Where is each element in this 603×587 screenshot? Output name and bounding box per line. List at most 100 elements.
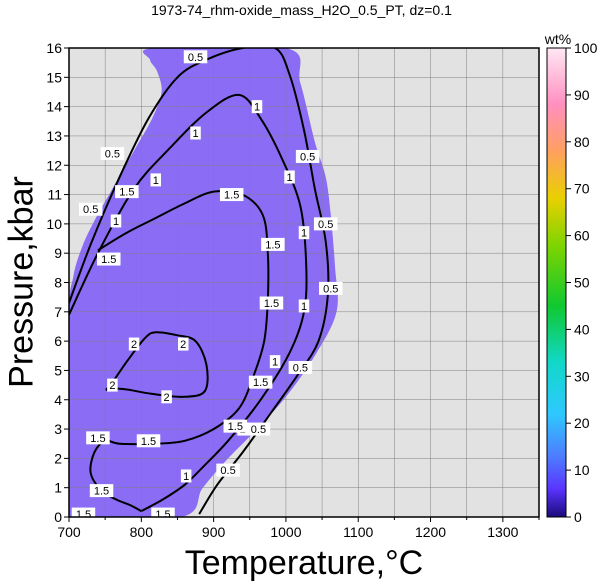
contour-label-text: 0.5 xyxy=(83,204,98,216)
colorbar-tick-label: 60 xyxy=(574,228,590,244)
contour-label-bg xyxy=(89,484,114,498)
contour-label: 1 xyxy=(269,355,281,369)
contour-label-bg xyxy=(298,226,310,240)
x-axis-label: Temperature,°C xyxy=(184,544,424,582)
colorbar-tick-label: 100 xyxy=(574,40,598,56)
contour-label-bg xyxy=(100,147,125,161)
contour-label-bg xyxy=(284,170,295,184)
contour-label: 0.5 xyxy=(78,202,103,216)
contour-label: 2 xyxy=(177,337,189,351)
contour-label: 1.5 xyxy=(89,484,114,498)
contour-label-text: 1.5 xyxy=(155,509,170,521)
y-tick-label: 0 xyxy=(54,509,62,525)
contour-label-text: 1.5 xyxy=(228,421,243,433)
contour-label: 1.5 xyxy=(86,431,110,445)
contour-label: 1.5 xyxy=(248,375,273,389)
contour-label-bg xyxy=(313,217,338,231)
contour-label-bg xyxy=(110,214,122,228)
contour-label-bg xyxy=(115,185,139,199)
contour-label-bg xyxy=(71,507,96,517)
contour-label: 1 xyxy=(284,170,295,184)
contour-label: 0.5 xyxy=(216,463,240,477)
colorbar-tick-label: 10 xyxy=(574,462,590,478)
contour-label-bg xyxy=(180,469,192,483)
contour-label: 1.5 xyxy=(71,507,96,521)
contour-label: 1.5 xyxy=(223,419,248,433)
contour-label: 1 xyxy=(180,469,192,483)
contour-label-bg xyxy=(107,378,118,392)
contour-label-text: 1.5 xyxy=(253,377,268,389)
y-axis-label: Pressure,kbar xyxy=(2,176,41,388)
y-tick-label: 8 xyxy=(54,275,62,291)
contour-label-text: 2 xyxy=(164,392,170,404)
contour-label: 2 xyxy=(161,390,172,404)
contour-label-bg xyxy=(246,422,271,436)
y-tick-label: 14 xyxy=(46,99,62,115)
contour-label-text: 1 xyxy=(272,357,278,369)
colorbar-tick-label: 90 xyxy=(574,87,590,103)
x-tick-label: 700 xyxy=(57,524,81,540)
contour-label-text: 2 xyxy=(131,339,137,351)
contour-label-text: 1.5 xyxy=(76,509,91,521)
y-tick-label: 13 xyxy=(46,128,62,144)
contour-label-bg xyxy=(78,202,103,216)
x-tick-label: 1000 xyxy=(270,524,301,540)
y-tick-label: 10 xyxy=(46,216,62,232)
contour-label-text: 1 xyxy=(192,128,198,140)
contour-label-text: 1 xyxy=(183,471,189,483)
contour-label-bg xyxy=(269,355,281,369)
contour-label: 1 xyxy=(190,126,201,140)
contour-label: 1 xyxy=(298,226,310,240)
contour-label-text: 1 xyxy=(286,172,292,184)
contour-label: 1.5 xyxy=(136,434,161,448)
colorbar-tick-label: 80 xyxy=(574,134,590,150)
contour-label-bg xyxy=(319,281,343,295)
colorbar-tick-label: 20 xyxy=(574,415,590,431)
x-tick-label: 1200 xyxy=(415,524,446,540)
contour-label-bg xyxy=(298,299,310,313)
contour-label-bg xyxy=(251,100,263,114)
contour-label: 1.5 xyxy=(219,188,244,202)
contour-label: 1.5 xyxy=(261,237,285,251)
contour-label: 0.5 xyxy=(100,147,125,161)
contour-label-text: 0.5 xyxy=(318,219,333,231)
contour-label-text: 1.5 xyxy=(101,254,116,266)
contour-label: 2 xyxy=(107,378,118,392)
contour-label-bg xyxy=(151,507,175,517)
contour-line-2 xyxy=(105,331,209,398)
contour-label-bg xyxy=(261,237,285,251)
contour-label-text: 0.5 xyxy=(220,465,235,477)
y-tick-label: 11 xyxy=(47,187,62,203)
contour-label: 0.5 xyxy=(295,149,320,163)
contour-label-bg xyxy=(295,149,320,163)
contour-label-text: 1 xyxy=(254,102,260,114)
contour-label-bg xyxy=(177,337,189,351)
x-tick-label: 800 xyxy=(130,524,154,540)
contour-label: 1 xyxy=(110,214,122,228)
colorbar-tick-label: 30 xyxy=(574,368,590,384)
contour-label-text: 1.5 xyxy=(264,298,279,310)
contour-line-1_5 xyxy=(89,189,270,512)
contour-label-text: 0.5 xyxy=(323,283,338,295)
contour-label-bg xyxy=(288,361,313,375)
contour-label-bg xyxy=(128,337,140,351)
y-tick-label: 4 xyxy=(54,392,62,408)
y-tick-label: 15 xyxy=(46,69,62,85)
contour-label: 0.5 xyxy=(288,361,313,375)
contour-label-text: 1.5 xyxy=(141,436,156,448)
contour-label: 1 xyxy=(150,173,162,187)
contour-label-text: 2 xyxy=(180,339,186,351)
colorbar-tick-label: 0 xyxy=(574,509,582,525)
y-tick-label: 3 xyxy=(54,421,62,437)
contour-label-bg xyxy=(150,173,162,187)
contour-label-text: 1.5 xyxy=(265,239,280,251)
contour-label: 0.5 xyxy=(313,217,338,231)
contour-label-bg xyxy=(223,419,248,433)
contour-label: 0.5 xyxy=(319,281,343,295)
contour-label-bg xyxy=(248,375,273,389)
contour-label-bg xyxy=(216,463,240,477)
contour-label: 0.5 xyxy=(246,422,271,436)
y-tick-label: 1 xyxy=(54,480,62,496)
